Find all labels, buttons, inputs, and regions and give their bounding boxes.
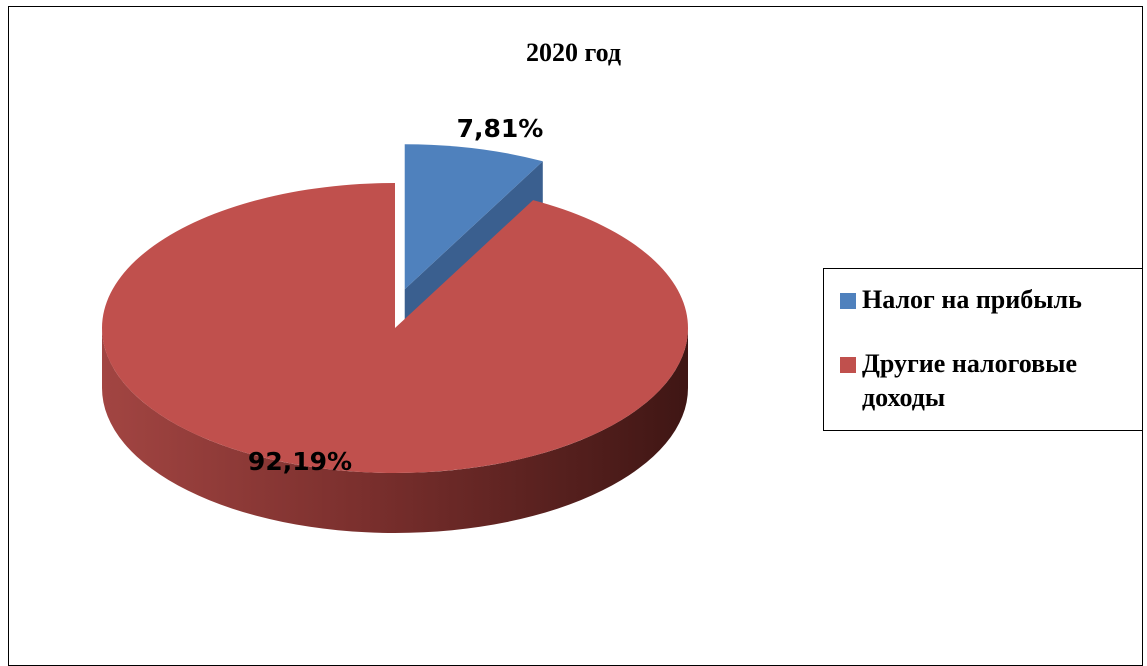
legend-item-0: Налог на прибыль — [840, 283, 1132, 317]
data-label-0: 7,81% — [457, 114, 544, 143]
slice-1 — [102, 183, 689, 473]
legend-swatch-0 — [840, 293, 856, 309]
chart-title: 2020 год — [525, 38, 622, 67]
slice-1-side — [102, 328, 688, 533]
legend-label-1: Другие налоговые доходы — [862, 349, 1078, 412]
slice-0 — [404, 144, 543, 290]
legend-swatch-1 — [840, 357, 856, 373]
data-label-1: 92,19% — [248, 447, 352, 476]
legend: Налог на прибыль Другие налоговые доходы — [823, 268, 1143, 431]
legend-item-1: Другие налоговые доходы — [840, 347, 1132, 415]
legend-label-0: Налог на прибыль — [862, 285, 1082, 314]
